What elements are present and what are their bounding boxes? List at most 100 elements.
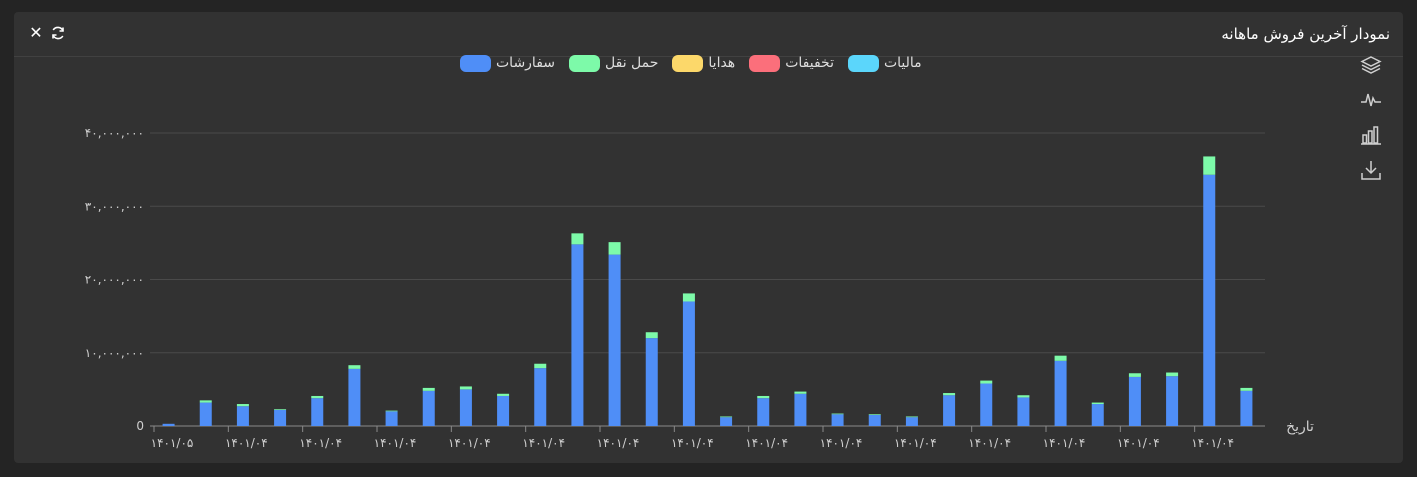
close-icon[interactable]: ✕ xyxy=(29,23,43,42)
bar-segment xyxy=(1240,387,1253,391)
x-tick-label: ۱۴۰۱/۰۴ xyxy=(1117,436,1160,450)
x-tick-label: ۱۴۰۱/۰۴ xyxy=(225,436,268,450)
bar-segment xyxy=(682,293,695,302)
x-tick-label: ۱۴۰۱/۰۴ xyxy=(968,436,1011,450)
bar-segment xyxy=(1128,376,1141,426)
refresh-icon[interactable] xyxy=(48,22,68,44)
bar-segment xyxy=(571,233,584,245)
bar-segment xyxy=(980,380,993,384)
legend-label: سفارشات xyxy=(496,55,556,71)
bar-segment xyxy=(943,393,956,396)
legend-item[interactable]: حمل نقل xyxy=(569,52,658,74)
download-icon[interactable] xyxy=(1360,159,1382,181)
bar-segment xyxy=(831,414,844,426)
bar-segment xyxy=(868,414,881,416)
bar-segment xyxy=(348,365,361,369)
bar-segment xyxy=(1091,402,1104,405)
bar-segment xyxy=(1091,404,1104,426)
y-tick-label: ۴۰,۰۰۰,۰۰۰ xyxy=(85,126,144,140)
x-tick-label: ۱۴۰۱/۰۴ xyxy=(671,436,714,450)
bar-segment xyxy=(199,402,212,426)
legend-item[interactable]: تخفیفات xyxy=(749,52,834,74)
legend-swatch xyxy=(847,54,879,72)
bar-segment xyxy=(720,416,733,418)
bar-segment xyxy=(1203,174,1216,426)
bar-segment xyxy=(1054,360,1067,426)
legend-label: مالیات xyxy=(883,55,922,71)
chart-toolbar xyxy=(1360,54,1384,194)
legend-swatch xyxy=(749,54,781,72)
bar-segment xyxy=(422,387,435,391)
bar-segment xyxy=(794,391,807,394)
x-tick-label: ۱۴۰۱/۰۴ xyxy=(597,436,640,450)
y-tick-label: ۳۰,۰۰۰,۰۰۰ xyxy=(85,199,144,213)
y-tick-label: ۱۰,۰۰۰,۰۰۰ xyxy=(85,346,144,360)
bar-segment xyxy=(162,423,175,426)
y-tick-label: ۲۰,۰۰۰,۰۰۰ xyxy=(85,273,144,287)
bar-segment xyxy=(1240,390,1253,426)
legend-label: حمل نقل xyxy=(605,55,659,71)
legend-item[interactable]: هدایا xyxy=(672,52,735,74)
x-tick-label: ۱۴۰۱/۰۴ xyxy=(820,436,863,450)
bar-segment xyxy=(757,398,770,426)
bar-segment xyxy=(274,409,287,410)
bar-segment xyxy=(422,390,435,426)
bar-segment xyxy=(868,415,881,426)
bar-segment xyxy=(943,395,956,426)
panel-title: نمودار آخرین فروش ماهانه xyxy=(1221,25,1390,43)
bar-segment xyxy=(1128,373,1141,377)
x-tick-label: ۱۴۰۱/۰۴ xyxy=(745,436,788,450)
bar-segment xyxy=(497,395,510,426)
bar-segment xyxy=(794,393,807,426)
bar-segment xyxy=(1017,397,1030,426)
bar-chart-icon[interactable] xyxy=(1360,124,1382,146)
bar-segment xyxy=(236,406,249,426)
bar-segment xyxy=(608,242,621,255)
y-tick-label: 0 xyxy=(136,419,144,433)
bar-segment xyxy=(311,398,324,426)
bar-segment xyxy=(645,332,658,339)
bar-segment xyxy=(720,417,733,426)
bar-segment xyxy=(905,417,918,426)
bar-segment xyxy=(459,389,472,426)
bar-segment xyxy=(497,393,510,396)
legend-item[interactable]: سفارشات xyxy=(460,52,555,74)
x-tick-label: ۱۴۰۱/۰۴ xyxy=(894,436,937,450)
bar-segment xyxy=(980,383,993,426)
bar-segment xyxy=(608,254,621,426)
bar-segment xyxy=(274,409,287,426)
line-chart-icon[interactable] xyxy=(1360,89,1382,111)
legend-swatch xyxy=(460,54,491,72)
bar-segment xyxy=(1166,372,1179,377)
legend-label: هدایا xyxy=(708,55,736,71)
bar-segment xyxy=(757,395,770,399)
bar-segment xyxy=(534,363,547,369)
bar-segment xyxy=(905,416,918,418)
legend-item[interactable]: مالیات xyxy=(847,52,922,74)
bar-segment xyxy=(311,395,324,399)
legend-label: تخفیفات xyxy=(785,55,834,71)
bar-segment xyxy=(645,338,658,426)
bar-segment xyxy=(1017,395,1030,398)
chart-legend: سفارشات حمل نقل هدایا تخفیفات مالیات xyxy=(460,52,930,74)
bar-segment xyxy=(236,404,249,407)
x-tick-label: ۱۴۰۱/۰۴ xyxy=(299,436,342,450)
bar-segment xyxy=(1203,156,1216,175)
bar-segment xyxy=(1054,355,1067,361)
bar-segment xyxy=(682,301,695,426)
bar-segment xyxy=(385,411,398,426)
x-tick-label: ۱۴۰۱/۰۴ xyxy=(448,436,491,450)
x-tick-label: ۱۴۰۱/۰۵ xyxy=(151,436,194,450)
bar-segment xyxy=(534,368,547,426)
legend-swatch xyxy=(569,54,601,72)
bar-segment xyxy=(1166,376,1179,426)
x-axis-title: تاریخ xyxy=(1286,419,1314,435)
bar-segment xyxy=(348,368,361,426)
x-tick-label: ۱۴۰۱/۰۴ xyxy=(522,436,565,450)
layers-icon[interactable] xyxy=(1360,54,1382,76)
bar-segment xyxy=(571,244,584,426)
x-tick-label: ۱۴۰۱/۰۴ xyxy=(374,436,417,450)
bar-segment xyxy=(385,410,398,412)
panel-header: نمودار آخرین فروش ماهانه ✕ xyxy=(14,12,1403,57)
